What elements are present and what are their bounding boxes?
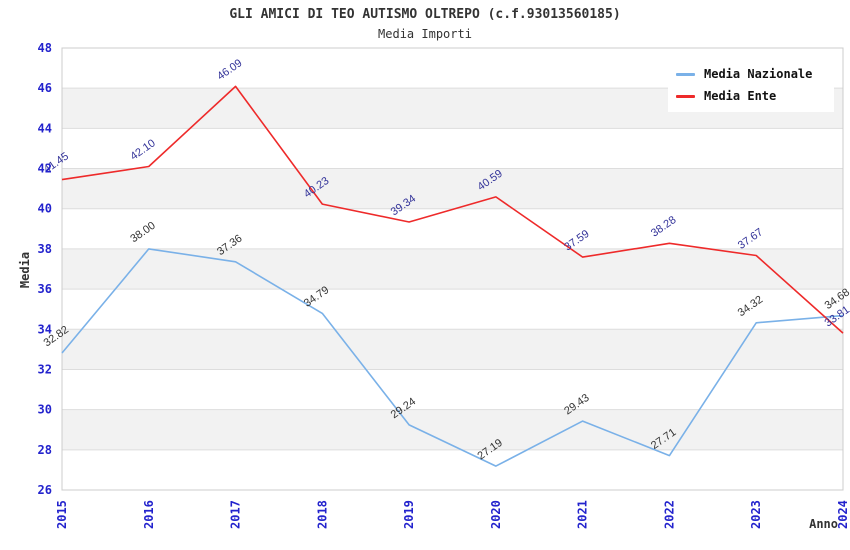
legend-label: Media Nazionale xyxy=(704,67,813,81)
y-tick-label: 26 xyxy=(38,483,52,497)
x-tick-label: 2021 xyxy=(576,500,590,529)
chart-title: GLI AMICI DI TEO AUTISMO OLTREPO (c.f.93… xyxy=(229,7,621,22)
y-tick-label: 38 xyxy=(38,242,52,256)
x-tick-label: 2017 xyxy=(229,500,243,529)
plot-band xyxy=(62,409,843,450)
plot-bands xyxy=(62,88,843,450)
x-tick-label: 2019 xyxy=(402,500,416,529)
plot-band xyxy=(62,329,843,370)
y-tick-label: 36 xyxy=(38,282,52,296)
data-label: 37.67 xyxy=(736,226,765,252)
y-tick-label: 30 xyxy=(38,403,52,417)
legend-label: Media Ente xyxy=(704,89,777,103)
x-tick-label: 2018 xyxy=(315,500,329,529)
data-label: 38.28 xyxy=(649,214,678,240)
data-label: 38.00 xyxy=(128,220,157,246)
y-tick-label: 48 xyxy=(38,41,52,55)
data-label: 42.10 xyxy=(128,137,157,163)
x-tick-label: 2020 xyxy=(489,500,503,529)
legend: Media Nazionale Media Ente xyxy=(668,58,834,112)
legend-item-media-ente[interactable]: Media Ente xyxy=(676,85,826,107)
x-tick-label: 2024 xyxy=(836,500,850,529)
y-axis-tick-labels: 26 28 30 32 34 36 38 40 42 44 46 48 xyxy=(38,41,52,497)
y-tick-label: 46 xyxy=(38,81,52,95)
x-tick-label: 2022 xyxy=(662,500,676,529)
series-line-media-nazionale xyxy=(61,248,844,467)
chart-subtitle: Media Importi xyxy=(378,27,472,41)
plot-band xyxy=(62,248,843,290)
data-label: 34.32 xyxy=(736,294,765,320)
x-tick-label: 2023 xyxy=(749,500,763,529)
series-line-media-ente xyxy=(61,85,844,334)
data-label: 46.09 xyxy=(215,57,244,83)
plot-band xyxy=(62,168,843,209)
plot-border xyxy=(61,47,844,491)
y-tick-label: 32 xyxy=(38,362,52,376)
legend-line-swatch xyxy=(676,94,695,98)
y-tick-label: 44 xyxy=(38,121,52,135)
legend-item-media-nazionale[interactable]: Media Nazionale xyxy=(676,63,826,85)
y-tick-label: 42 xyxy=(38,162,52,176)
x-tick-label: 2015 xyxy=(55,500,69,529)
y-axis-title: Media xyxy=(18,252,32,288)
x-axis-tick-labels: 2015 2016 2017 2018 2019 2020 2021 2022 2023 2024 xyxy=(55,500,850,529)
x-axis-title: Anno xyxy=(809,517,838,531)
y-tick-label: 40 xyxy=(38,202,52,216)
legend-line-swatch xyxy=(676,72,695,76)
y-tick-label: 34 xyxy=(38,322,52,336)
y-tick-label: 28 xyxy=(38,443,52,457)
series-lines xyxy=(61,85,844,467)
x-tick-label: 2016 xyxy=(142,500,156,529)
